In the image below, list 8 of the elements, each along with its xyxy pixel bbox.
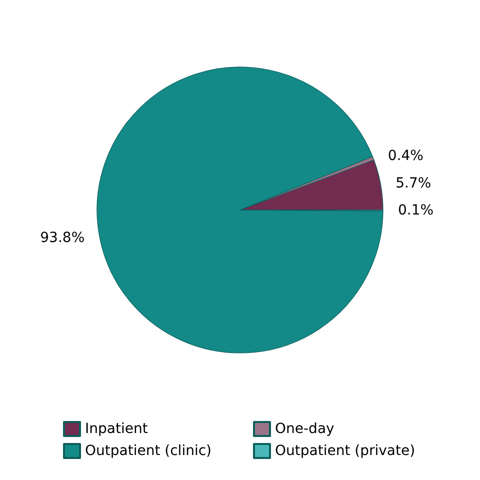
legend-label: Outpatient (clinic)	[85, 443, 212, 459]
legend-label: One-day	[275, 421, 334, 437]
legend-label: Inpatient	[85, 421, 148, 437]
data-label: 93.8%	[40, 230, 85, 246]
legend-label: Outpatient (private)	[275, 443, 416, 459]
data-label: 5.7%	[396, 175, 432, 192]
data-label: 0.4%	[388, 148, 424, 164]
data-label: 0.1%	[398, 202, 434, 218]
